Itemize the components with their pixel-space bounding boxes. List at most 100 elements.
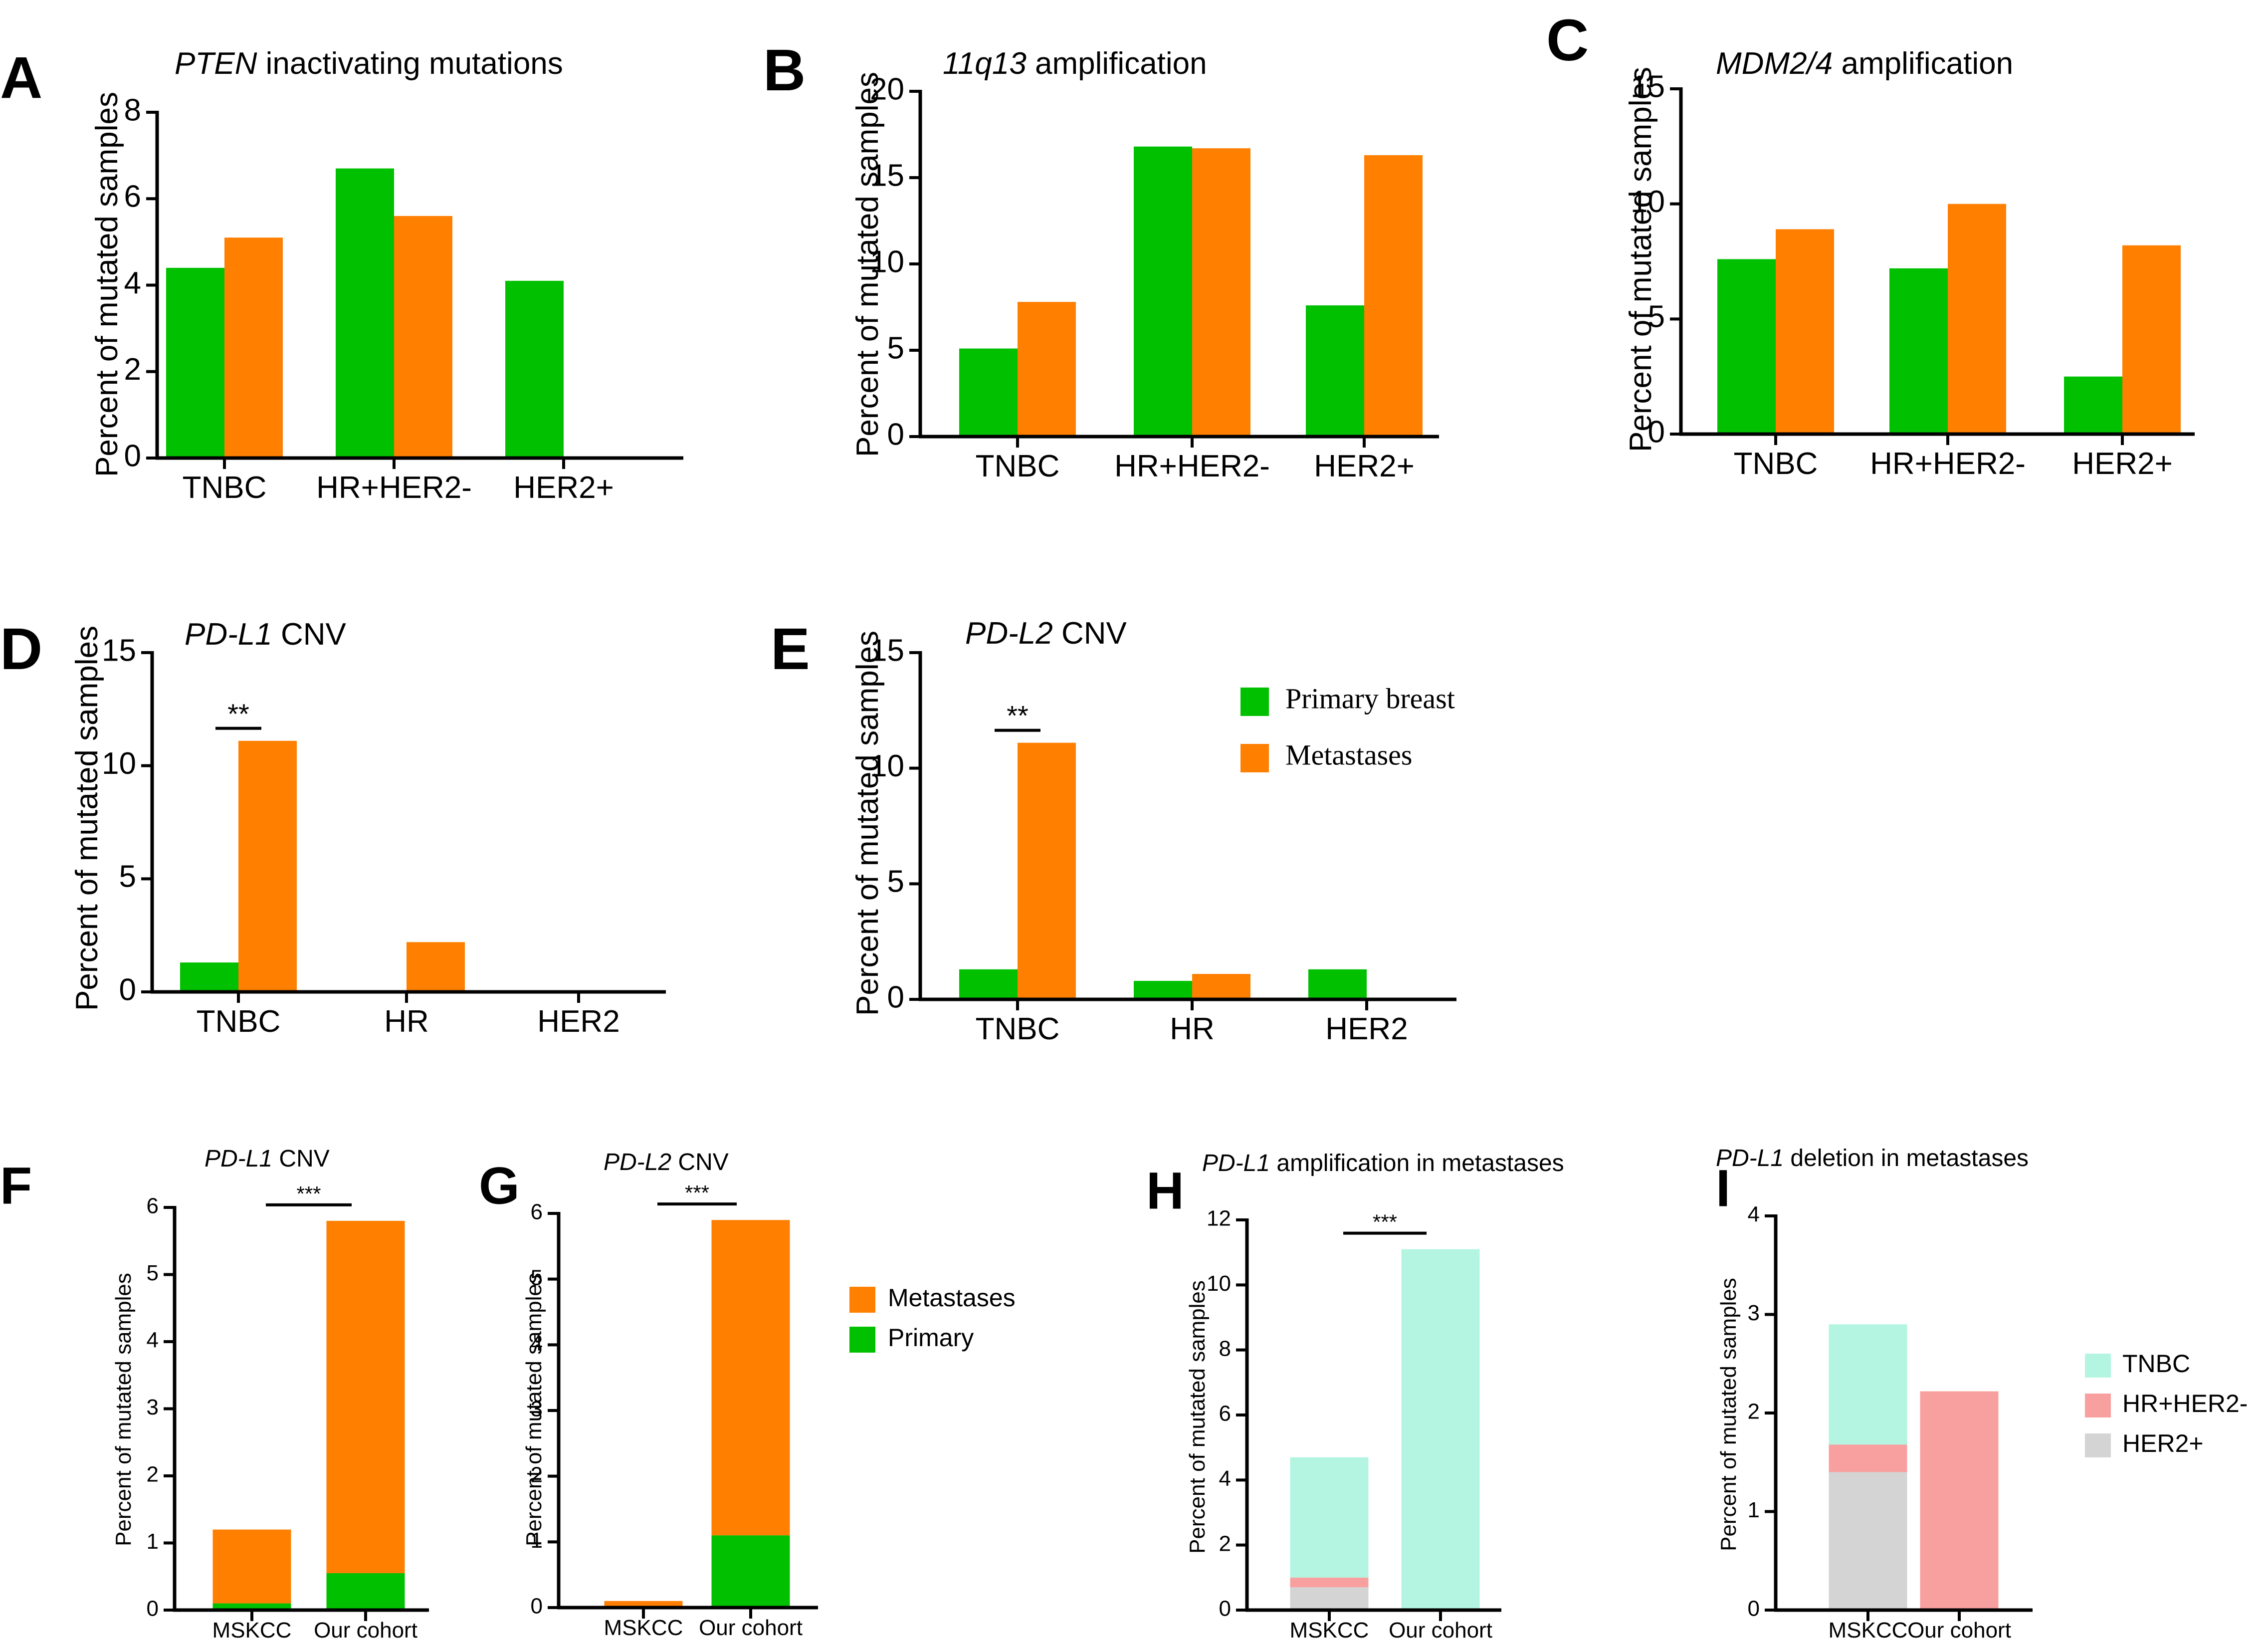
- bar-f-ourcohort-primary: [326, 1573, 405, 1610]
- panel-title-e: PD-L2 CNV: [965, 616, 1127, 651]
- legend-label-e-metastases: Metastases: [1285, 738, 1413, 771]
- bar-i-ourcohort-hrher2: [1920, 1391, 1999, 1610]
- y-tick-label-b: 5: [887, 331, 904, 365]
- bar-g-ourcohort-primary: [711, 1535, 790, 1608]
- bar-b-her2-primary: [1306, 305, 1364, 437]
- bar-b-tnbc-primary: [959, 348, 1018, 437]
- bar-c-her2-metastases: [2122, 245, 2181, 434]
- y-tick-label-e: 15: [870, 633, 904, 668]
- x-tick-label-i: MSKCC: [1829, 1618, 1908, 1643]
- bar-d-tnbc-primary: [180, 962, 238, 992]
- panel-letter-i: I: [1716, 1160, 1730, 1218]
- y-tick-label-c: 0: [1648, 415, 1665, 449]
- bar-a-her2-primary: [505, 280, 564, 458]
- x-tick-label-d: HR: [384, 1004, 429, 1039]
- x-tick-label-f: Our cohort: [314, 1618, 417, 1643]
- y-tick-label-i: 4: [1748, 1202, 1760, 1227]
- y-tick-label-b: 20: [870, 72, 904, 106]
- y-axis-label-d: Percent of mutated samples: [70, 626, 104, 1011]
- y-tick-label-f: 2: [147, 1462, 159, 1487]
- bar-a-tnbc-metastases: [224, 237, 283, 458]
- legend-label-g-metastases: Metastases: [888, 1284, 1016, 1312]
- x-tick-label-h: MSKCC: [1290, 1618, 1369, 1643]
- panel-title-h: PD-L1 amplification in metastases: [1202, 1150, 1564, 1176]
- y-tick-label-d: 5: [119, 860, 136, 894]
- y-tick-label-f: 3: [147, 1395, 159, 1419]
- x-tick-label-f: MSKCC: [212, 1618, 292, 1643]
- y-tick-label-a: 8: [124, 93, 141, 127]
- panel-title-g: PD-L2 CNV: [604, 1149, 729, 1176]
- bar-g-ourcohort-metastases: [711, 1220, 790, 1536]
- panel-title-b: 11q13 amplification: [943, 46, 1207, 81]
- bar-e-tnbc-metastases: [1018, 742, 1076, 999]
- y-axis-label-f: Percent of mutated samples: [111, 1273, 136, 1546]
- y-axis-label-i: Percent of mutated samples: [1716, 1278, 1741, 1551]
- legend-swatch-i-hr_her2neg: [2085, 1394, 2111, 1417]
- y-tick-label-i: 1: [1748, 1498, 1760, 1522]
- y-tick-label-d: 10: [102, 746, 136, 781]
- y-tick-label-b: 10: [870, 244, 904, 279]
- title-gene-h: PD-L1: [1202, 1150, 1270, 1176]
- y-tick-label-i: 3: [1748, 1301, 1760, 1325]
- title-rest-h: amplification in metastases: [1270, 1150, 1564, 1176]
- y-tick-label-i: 2: [1748, 1400, 1760, 1424]
- title-rest-d: CNV: [272, 617, 347, 652]
- x-tick-label-g: MSKCC: [604, 1616, 683, 1640]
- bar-h-mskcc-hrher2: [1290, 1577, 1369, 1588]
- legend-label-i-her2pos: HER2+: [2122, 1429, 2204, 1457]
- y-tick-label-g: 6: [531, 1200, 543, 1224]
- bar-c-her2-primary: [2064, 376, 2122, 434]
- bar-d-hr-metastases: [407, 942, 465, 992]
- title-rest-e: CNV: [1053, 616, 1127, 651]
- x-tick-label-a: TNBC: [183, 470, 267, 505]
- y-tick-label-b: 0: [887, 417, 904, 452]
- significance-label-e: **: [1007, 700, 1029, 731]
- bar-a-tnbc-primary: [166, 267, 224, 458]
- legend-label-g-primary: Primary: [888, 1324, 974, 1352]
- y-tick-label-h: 4: [1219, 1466, 1231, 1491]
- y-tick-label-g: 2: [531, 1462, 543, 1487]
- x-tick-label-e: HR: [1170, 1012, 1215, 1046]
- title-rest-g: CNV: [671, 1149, 729, 1176]
- bar-b-hrher2-primary: [1134, 146, 1192, 437]
- bar-e-her2-primary: [1308, 969, 1367, 999]
- significance-label-h: ***: [1373, 1210, 1397, 1234]
- panel-title-d: PD-L1 CNV: [185, 617, 347, 652]
- bar-c-tnbc-metastases: [1776, 229, 1834, 434]
- title-rest-f: CNV: [272, 1146, 330, 1172]
- bar-d-tnbc-metastases: [238, 740, 297, 992]
- y-axis-label-c: Percent of mutated samples: [1624, 67, 1658, 452]
- y-tick-label-b: 15: [870, 158, 904, 193]
- title-rest-b: amplification: [1027, 46, 1207, 81]
- y-tick-label-f: 4: [147, 1328, 159, 1353]
- y-axis-label-e: Percent of mutated samples: [850, 631, 885, 1016]
- y-tick-label-g: 1: [531, 1528, 543, 1553]
- bar-i-mskcc-hrher2: [1829, 1444, 1907, 1472]
- title-rest-i: deletion in metastases: [1784, 1145, 2029, 1172]
- bar-f-ourcohort-metastases: [326, 1220, 405, 1574]
- bar-a-hrher2-primary: [336, 168, 394, 458]
- bar-i-mskcc-her2: [1829, 1472, 1907, 1610]
- y-tick-label-a: 6: [124, 180, 141, 214]
- legend-swatch-g-primary: [849, 1327, 875, 1353]
- panel-title-c: MDM2/4 amplification: [1716, 46, 2013, 81]
- y-tick-label-g: 4: [531, 1331, 543, 1356]
- bar-e-hr-metastases: [1192, 974, 1250, 999]
- bar-f-mskcc-metastases: [212, 1529, 291, 1604]
- title-gene-g: PD-L2: [604, 1149, 671, 1176]
- x-tick-label-i: Our cohort: [1907, 1618, 2011, 1643]
- y-tick-label-e: 5: [887, 865, 904, 899]
- x-tick-label-g: Our cohort: [699, 1616, 803, 1640]
- legend-label-i-hr_her2neg: HR+HER2-: [2122, 1390, 2248, 1417]
- panel-letter-d: D: [0, 616, 42, 682]
- bar-h-mskcc-her2: [1290, 1587, 1369, 1610]
- legend-swatch-g-metastases: [849, 1287, 875, 1313]
- title-gene-d: PD-L1: [185, 617, 272, 652]
- x-tick-label-h: Our cohort: [1389, 1618, 1492, 1643]
- legend-swatch-i-tnbc: [2085, 1354, 2111, 1378]
- title-gene-c: MDM2/4: [1716, 46, 1833, 81]
- x-tick-label-a: HER2+: [513, 470, 614, 505]
- panel-letter-b: B: [763, 37, 806, 103]
- significance-label-d: **: [227, 698, 249, 729]
- legend-swatch-e-primary: [1240, 688, 1269, 716]
